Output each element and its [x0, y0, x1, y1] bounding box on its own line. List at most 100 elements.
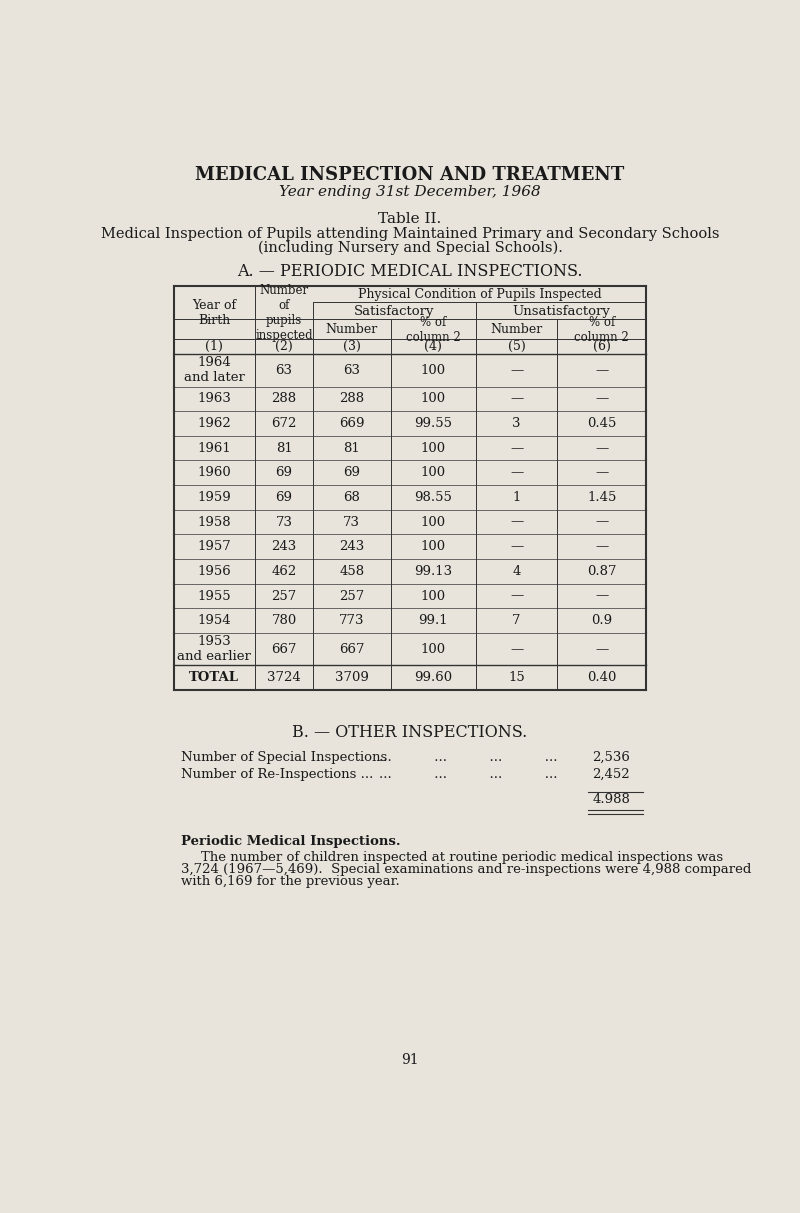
Text: 1955: 1955 — [198, 590, 231, 603]
Text: 667: 667 — [339, 643, 365, 656]
Text: 81: 81 — [343, 442, 360, 455]
Text: 1959: 1959 — [198, 491, 231, 503]
Text: 243: 243 — [271, 540, 297, 553]
Text: 100: 100 — [421, 540, 446, 553]
Text: 100: 100 — [421, 466, 446, 479]
Text: (4): (4) — [424, 340, 442, 353]
Text: 4.988: 4.988 — [592, 793, 630, 805]
Text: Number: Number — [326, 323, 378, 336]
Text: 667: 667 — [271, 643, 297, 656]
Text: 100: 100 — [421, 643, 446, 656]
Text: (1): (1) — [206, 340, 223, 353]
Text: 2,536: 2,536 — [592, 751, 630, 764]
Text: 81: 81 — [276, 442, 293, 455]
Text: 672: 672 — [271, 417, 297, 431]
Text: MEDICAL INSPECTION AND TREATMENT: MEDICAL INSPECTION AND TREATMENT — [195, 166, 625, 184]
Text: —: — — [510, 364, 523, 377]
Text: 243: 243 — [339, 540, 365, 553]
Text: 68: 68 — [343, 491, 360, 503]
Text: —: — — [595, 516, 609, 529]
Text: 773: 773 — [339, 614, 365, 627]
Text: (2): (2) — [275, 340, 293, 353]
Text: 0.40: 0.40 — [587, 671, 617, 684]
Text: (including Nursery and Special Schools).: (including Nursery and Special Schools). — [258, 240, 562, 255]
Text: 100: 100 — [421, 442, 446, 455]
Text: % of
column 2: % of column 2 — [574, 315, 629, 343]
Text: Medical Inspection of Pupils attending Maintained Primary and Secondary Schools: Medical Inspection of Pupils attending M… — [101, 227, 719, 241]
Text: 91: 91 — [401, 1053, 419, 1067]
Text: 1: 1 — [512, 491, 521, 503]
Text: 780: 780 — [271, 614, 297, 627]
Text: 63: 63 — [275, 364, 293, 377]
Text: A. — PERIODIC MEDICAL INSPECTIONS.: A. — PERIODIC MEDICAL INSPECTIONS. — [238, 262, 582, 279]
Text: 15: 15 — [508, 671, 525, 684]
Text: 63: 63 — [343, 364, 360, 377]
Text: 73: 73 — [343, 516, 360, 529]
Text: —: — — [595, 442, 609, 455]
Text: 1958: 1958 — [198, 516, 231, 529]
Text: 100: 100 — [421, 364, 446, 377]
Text: Number: Number — [490, 323, 542, 336]
Text: 288: 288 — [271, 392, 297, 405]
Text: 1962: 1962 — [198, 417, 231, 431]
Text: 69: 69 — [275, 466, 293, 479]
Text: 100: 100 — [421, 392, 446, 405]
Text: 257: 257 — [271, 590, 297, 603]
Text: 1954: 1954 — [198, 614, 231, 627]
Text: —: — — [595, 466, 609, 479]
Text: ...          ...          ...          ...: ... ... ... ... — [379, 768, 558, 781]
Text: —: — — [510, 466, 523, 479]
Text: 1957: 1957 — [198, 540, 231, 553]
Text: Table II.: Table II. — [378, 212, 442, 226]
Text: 0.45: 0.45 — [587, 417, 617, 431]
Text: 99.55: 99.55 — [414, 417, 452, 431]
Text: Satisfactory: Satisfactory — [354, 304, 434, 318]
Text: —: — — [510, 590, 523, 603]
Text: 1.45: 1.45 — [587, 491, 617, 503]
Text: Periodic Medical Inspections.: Periodic Medical Inspections. — [182, 835, 401, 848]
Text: 257: 257 — [339, 590, 365, 603]
Text: 669: 669 — [339, 417, 365, 431]
Text: —: — — [510, 392, 523, 405]
Text: —: — — [510, 516, 523, 529]
Text: 458: 458 — [339, 565, 365, 577]
Text: —: — — [510, 442, 523, 455]
Text: 2,452: 2,452 — [592, 768, 630, 781]
Text: 288: 288 — [339, 392, 365, 405]
Text: —: — — [510, 540, 523, 553]
Text: 4: 4 — [512, 565, 521, 577]
Text: 1956: 1956 — [198, 565, 231, 577]
Text: Number of Re-Inspections ...: Number of Re-Inspections ... — [182, 768, 374, 781]
Text: 1961: 1961 — [198, 442, 231, 455]
Text: 73: 73 — [275, 516, 293, 529]
Text: —: — — [595, 364, 609, 377]
Text: B. — OTHER INSPECTIONS.: B. — OTHER INSPECTIONS. — [292, 724, 528, 741]
Text: —: — — [510, 643, 523, 656]
Text: 100: 100 — [421, 590, 446, 603]
Text: —: — — [595, 392, 609, 405]
Text: 3: 3 — [512, 417, 521, 431]
Text: 3724: 3724 — [267, 671, 301, 684]
Text: 1953
and earlier: 1953 and earlier — [178, 636, 251, 664]
Text: % of
column 2: % of column 2 — [406, 315, 461, 343]
Text: Unsatisfactory: Unsatisfactory — [512, 304, 610, 318]
Text: 69: 69 — [343, 466, 360, 479]
Text: —: — — [595, 590, 609, 603]
Text: Year ending 31st December, 1968: Year ending 31st December, 1968 — [279, 184, 541, 199]
Text: —: — — [595, 643, 609, 656]
Text: Physical Condition of Pupils Inspected: Physical Condition of Pupils Inspected — [358, 289, 602, 302]
Text: 99.60: 99.60 — [414, 671, 452, 684]
Text: 0.87: 0.87 — [587, 565, 617, 577]
Text: Number of Special Inspections: Number of Special Inspections — [182, 751, 388, 764]
Text: 99.13: 99.13 — [414, 565, 452, 577]
Text: 1964
and later: 1964 and later — [184, 357, 245, 385]
Text: 1963: 1963 — [198, 392, 231, 405]
Text: The number of children inspected at routine periodic medical inspections was: The number of children inspected at rout… — [201, 850, 723, 864]
Text: (5): (5) — [508, 340, 526, 353]
Text: 1960: 1960 — [198, 466, 231, 479]
Text: 98.55: 98.55 — [414, 491, 452, 503]
Text: Year of
Birth: Year of Birth — [192, 300, 236, 328]
Text: 3,724 (1967—5,469).  Special examinations and re-inspections were 4,988 compared: 3,724 (1967—5,469). Special examinations… — [182, 862, 752, 876]
Text: (6): (6) — [593, 340, 610, 353]
Text: 100: 100 — [421, 516, 446, 529]
